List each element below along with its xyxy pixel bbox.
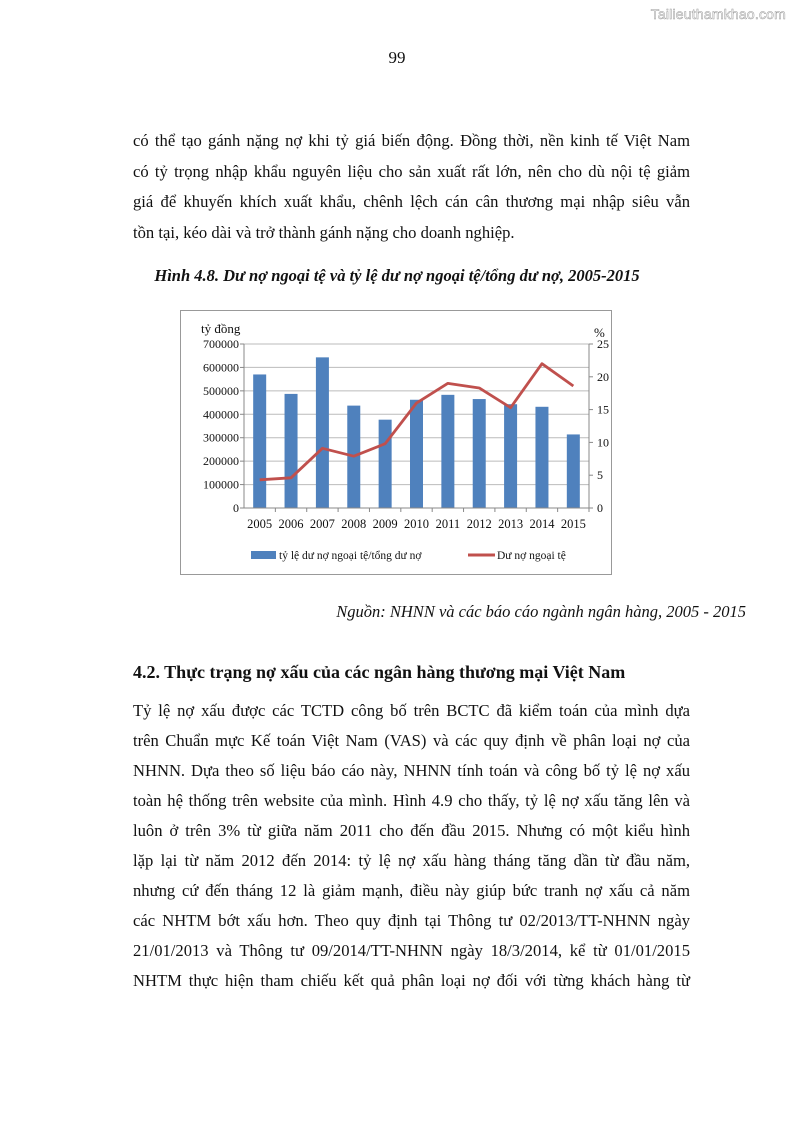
left-tick-label: 400000: [203, 407, 239, 421]
left-tick-label: 700000: [203, 337, 239, 351]
x-tick-label: 2009: [373, 517, 398, 531]
line-series-du-no-ngoai-te: [259, 362, 575, 482]
x-tick-label: 2010: [404, 517, 429, 531]
right-tick-label: 10: [597, 435, 609, 449]
legend-label-bars: tỷ lệ dư nợ ngoại tệ/tổng dư nợ: [279, 549, 422, 562]
legend-bar-swatch: [251, 551, 276, 559]
figure-caption: Hình 4.8. Dư nợ ngoại tệ và tỷ lệ dư nợ …: [154, 266, 640, 285]
legend-label-line: Dư nợ ngoại tệ: [497, 550, 566, 562]
left-tick-label: 600000: [203, 360, 239, 374]
x-tick-label: 2011: [436, 517, 461, 531]
left-axis-title: tỷ đồng: [201, 321, 241, 336]
bar: [472, 399, 486, 508]
x-tick-label: 2012: [467, 517, 492, 531]
right-axis-title: %: [594, 325, 605, 340]
text-line: luôn ở trên 3% từ giữa năm 2011 cho đến …: [133, 821, 690, 840]
text-line: Tỷ lệ nợ xấu được các TCTD công bố trên …: [133, 701, 690, 720]
text-line: tồn tại, kéo dài và trở thành gánh nặng …: [133, 222, 515, 242]
text-line: có tỷ trọng nhập khẩu nguyên liệu cho sả…: [133, 161, 690, 181]
x-tick-label: 2008: [341, 517, 366, 531]
right-tick-label: 15: [597, 403, 609, 417]
x-tick-label: 2013: [498, 517, 523, 531]
text-line: các NHTM bớt xấu hơn. Theo quy định tại …: [133, 911, 690, 930]
chart-svg: 0 100000 200000 300000 400000 500000 600000 700…: [201, 321, 609, 562]
watermark: Tailieuthamkhao.com: [650, 6, 786, 23]
text-line: giá để khuyến khích xuất khẩu, chênh lệc…: [133, 192, 690, 211]
figure-source: Nguồn: NHNN và các báo cáo ngành ngân hà…: [336, 602, 746, 621]
chart: 0 100000 200000 300000 400000 500000 600000 700…: [180, 310, 612, 575]
x-tick-label: 2007: [310, 517, 335, 531]
left-tick-label: 500000: [203, 384, 239, 398]
left-tick-label: 300000: [203, 431, 239, 445]
page-number: 99: [388, 48, 406, 67]
bar: [566, 434, 580, 508]
section-heading: 4.2. Thực trạng nợ xấu của các ngân hàng…: [133, 662, 626, 682]
text-line: toàn hệ thống trên website của mình. Hìn…: [133, 791, 690, 810]
bar: [410, 399, 423, 508]
text-line: trên Chuẩn mực Kế toán Việt Nam (VAS) và…: [133, 731, 690, 750]
text-line: 21/01/2013 và Thông tư 09/2014/TT-NHNN n…: [133, 941, 690, 960]
bar: [253, 374, 267, 508]
bar: [504, 404, 518, 508]
left-tick-label: 200000: [203, 454, 239, 468]
text-line: có thể tạo gánh nặng nợ khi tỷ giá biến …: [133, 131, 690, 150]
text-line: NHNN. Dựa theo số liệu báo cáo này, NHNN…: [133, 761, 690, 780]
text-line: lặp lại từ năm 2012 đến 2014: tỷ lệ nợ x…: [133, 851, 690, 870]
legend: tỷ lệ dư nợ ngoại tệ/tổng dư nợ Dư nợ ng…: [251, 549, 566, 562]
bar: [378, 419, 392, 508]
right-tick-label: 5: [597, 468, 603, 482]
left-tick-label: 0: [233, 501, 239, 515]
bar: [284, 393, 298, 508]
x-tick-label: 2015: [561, 517, 586, 531]
text-line: NHTM thực hiện tham chiếu kết quả phân l…: [133, 971, 690, 990]
x-tick-label: 2014: [529, 517, 555, 531]
bar: [315, 357, 329, 508]
bar: [535, 406, 549, 508]
left-tick-label: 100000: [203, 478, 239, 492]
right-tick-label: 0: [597, 501, 603, 515]
x-tick-label: 2006: [279, 517, 304, 531]
text-line: nhưng cứ đến tháng 12 là giảm mạnh, điều…: [133, 881, 690, 900]
right-tick-label: 25: [597, 337, 609, 351]
right-tick-label: 20: [597, 370, 609, 384]
x-tick-label: 2005: [247, 517, 272, 531]
bar: [441, 394, 455, 508]
